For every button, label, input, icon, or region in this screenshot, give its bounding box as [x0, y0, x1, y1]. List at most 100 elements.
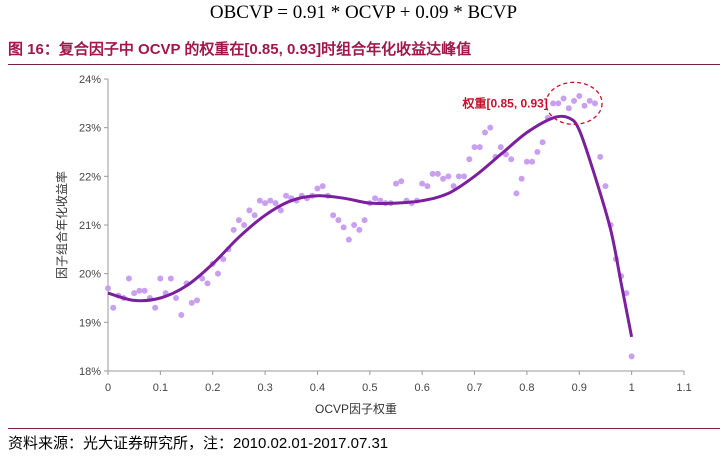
data-point	[262, 200, 269, 207]
data-point	[272, 200, 279, 207]
data-point	[131, 290, 138, 297]
data-point	[445, 173, 452, 180]
data-point	[230, 226, 237, 233]
x-tick-label: 0.5	[362, 382, 377, 394]
data-point	[434, 170, 441, 177]
x-tick-label: 1	[629, 382, 635, 394]
figure-title: 图 16：复合因子中 OCVP 的权重在[0.85, 0.93]时组合年化收益达…	[8, 41, 472, 58]
data-point	[581, 102, 588, 109]
y-axis-label: 因子组合年化收益率	[54, 171, 69, 279]
data-point	[523, 158, 530, 165]
data-point	[214, 270, 221, 277]
data-point	[105, 285, 111, 292]
data-point	[256, 197, 263, 204]
data-point	[518, 175, 525, 182]
data-point	[602, 183, 609, 190]
data-point	[550, 100, 557, 107]
data-point	[283, 192, 290, 199]
data-point	[565, 105, 572, 112]
source-note: 资料来源：光大证券研究所，注：2010.02.01-2017.07.31	[8, 435, 389, 452]
data-point	[450, 183, 457, 190]
peak-annotation: 权重[0.85, 0.93]	[461, 95, 547, 110]
data-point	[576, 93, 583, 100]
y-tick-label: 23%	[79, 123, 101, 135]
y-tick-label: 19%	[79, 317, 101, 329]
x-tick-label: 0.3	[257, 382, 272, 394]
x-axis-label: OCVP因子权重	[315, 402, 397, 416]
data-point	[482, 129, 489, 136]
data-point	[393, 180, 399, 187]
data-point	[539, 139, 546, 146]
y-tick-label: 20%	[79, 269, 101, 281]
x-tick-label: 0.4	[310, 382, 325, 394]
data-point	[419, 180, 426, 187]
data-point	[220, 256, 227, 263]
x-tick-label: 0.8	[519, 382, 534, 394]
data-point	[591, 100, 598, 107]
data-point	[455, 173, 462, 180]
x-tick-label: 0.7	[467, 382, 482, 394]
formula: OBCVP = 0.91 * OCVP + 0.09 * BCVP	[209, 2, 518, 23]
data-point	[152, 304, 159, 311]
data-point	[141, 287, 148, 294]
data-point	[335, 217, 342, 224]
x-tick-label: 0.9	[572, 382, 587, 394]
data-point	[534, 149, 541, 155]
data-point	[440, 175, 447, 182]
data-point	[345, 236, 352, 243]
data-point	[246, 207, 253, 214]
data-point	[136, 287, 143, 294]
data-point	[372, 195, 379, 202]
data-point	[157, 275, 164, 282]
figure-title-row: 图 16：复合因子中 OCVP 的权重在[0.85, 0.93]时组合年化收益达…	[8, 38, 720, 65]
x-tick-label: 0.2	[205, 382, 220, 394]
data-point	[560, 95, 567, 102]
data-point	[188, 299, 195, 306]
data-point	[173, 295, 180, 301]
x-tick-label: 1.1	[676, 382, 691, 394]
data-point	[571, 97, 578, 104]
data-point	[277, 207, 284, 214]
data-point	[424, 183, 431, 190]
data-point	[356, 226, 363, 233]
y-tick-label: 18%	[79, 366, 101, 378]
data-point	[497, 144, 504, 151]
data-point	[429, 170, 436, 177]
data-point	[508, 156, 515, 163]
data-point	[167, 275, 174, 282]
data-point	[361, 217, 368, 224]
data-point	[199, 275, 206, 282]
data-point	[597, 153, 604, 160]
data-point	[194, 297, 201, 304]
data-point	[235, 217, 242, 224]
data-point	[471, 144, 478, 151]
data-point	[319, 183, 326, 190]
y-tick-label: 24%	[79, 74, 101, 86]
data-point	[314, 185, 321, 192]
data-point	[398, 178, 405, 185]
data-point	[513, 190, 520, 197]
peak-highlight-ellipse	[545, 81, 603, 125]
x-tick-label: 0.1	[153, 382, 168, 394]
x-tick-label: 0	[105, 382, 111, 394]
data-point	[466, 156, 473, 163]
x-tick-label: 0.6	[415, 382, 430, 394]
data-point	[628, 353, 635, 360]
data-point	[586, 97, 593, 104]
data-point	[125, 275, 132, 282]
data-point	[251, 212, 258, 219]
data-point	[555, 100, 562, 107]
data-point	[204, 280, 211, 287]
data-point	[529, 158, 536, 165]
data-point	[241, 222, 248, 228]
data-point	[351, 222, 358, 228]
data-point	[178, 312, 185, 319]
data-point	[461, 173, 468, 180]
data-point	[340, 224, 347, 231]
source-row: 资料来源：光大证券研究所，注：2010.02.01-2017.07.31	[8, 428, 720, 455]
data-point	[330, 212, 337, 219]
data-point	[110, 304, 117, 311]
data-point	[267, 197, 274, 204]
data-point	[487, 124, 494, 131]
